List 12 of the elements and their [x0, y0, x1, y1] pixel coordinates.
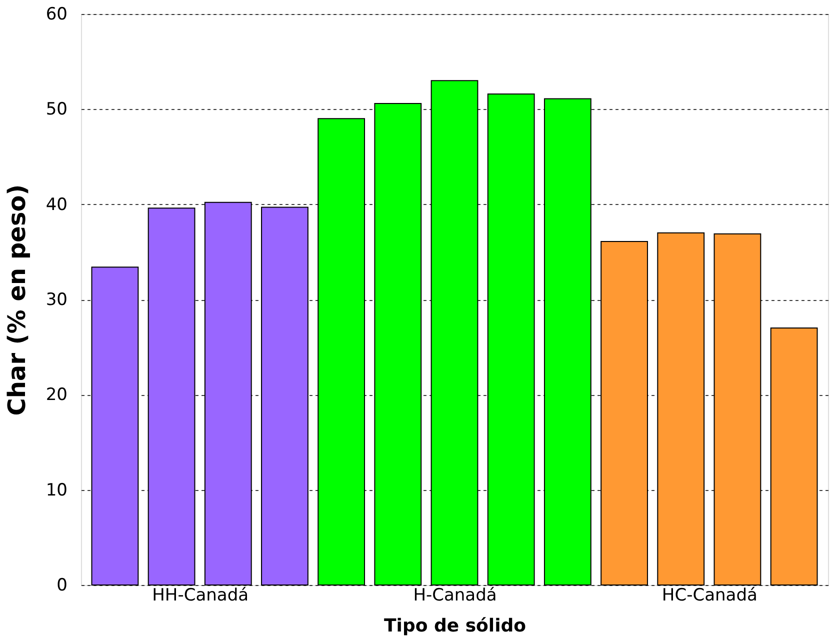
x-tick-label: HH-Canadá — [152, 586, 249, 606]
y-tick-label: 50 — [46, 100, 68, 120]
x-tick-label: HC-Canadá — [662, 586, 758, 606]
y-tick-label: 10 — [46, 480, 68, 500]
y-tick-label: 0 — [56, 576, 68, 596]
x-tick-label: H-Canadá — [413, 586, 497, 606]
y-tick-label: 20 — [46, 385, 68, 406]
y-tick-label: 40 — [46, 194, 68, 215]
y-tick-label: 60 — [46, 4, 68, 24]
y-tick-label: 30 — [46, 290, 68, 310]
y-axis-title: Char (% en peso) — [2, 184, 31, 416]
x-axis-title: Tipo de sólido — [384, 616, 526, 636]
